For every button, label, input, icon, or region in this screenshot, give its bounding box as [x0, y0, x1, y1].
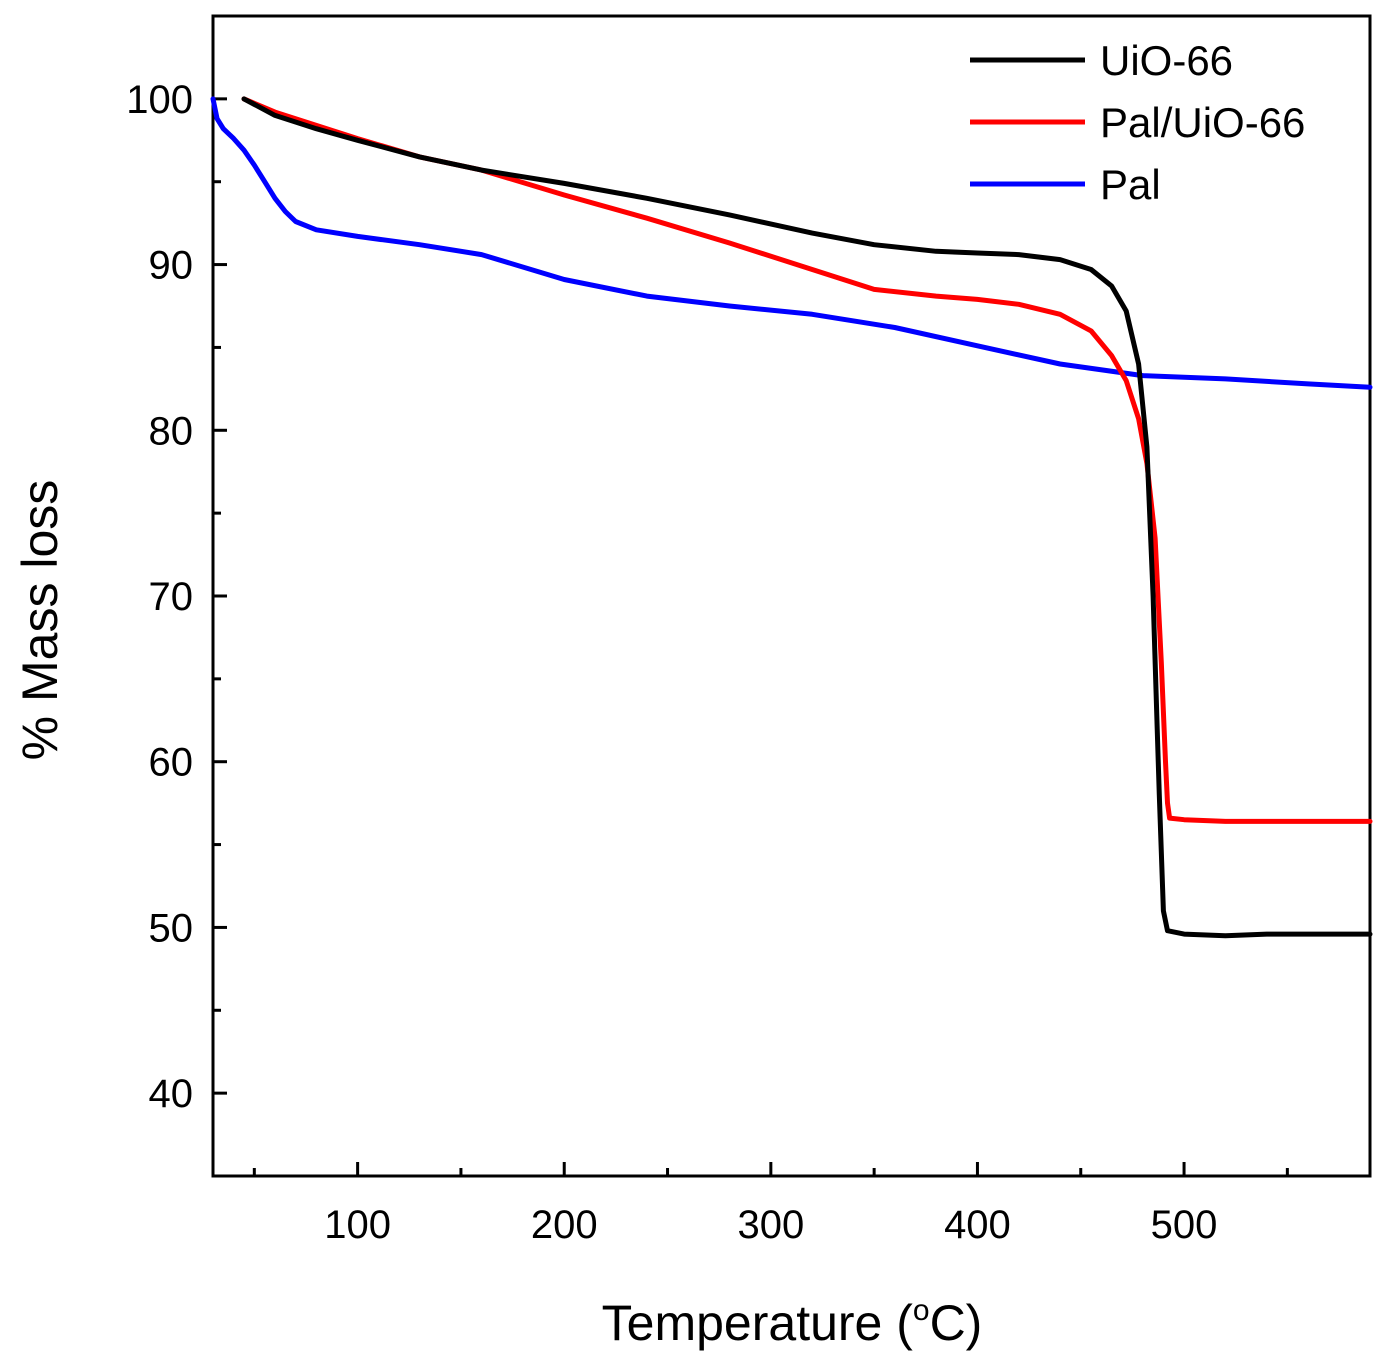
x-tick-label: 300: [737, 1203, 804, 1247]
legend-label: Pal/UiO-66: [1100, 99, 1305, 146]
series-group: [210, 96, 1373, 939]
x-axis-title: Temperature (oC): [602, 1294, 983, 1351]
y-tick-label: 100: [126, 78, 193, 122]
y-tick-label: 70: [149, 575, 194, 619]
y-tick-label: 50: [149, 906, 194, 950]
legend-label: Pal: [1100, 161, 1161, 208]
y-tick-label: 40: [149, 1072, 194, 1116]
y-axis-title: % Mass loss: [12, 480, 68, 761]
x-tick-label: 500: [1151, 1203, 1218, 1247]
series-line-pal-uio-66: [241, 96, 1373, 824]
plot-area: 100 200 300 400 500 40 50 60 70 80 90 100: [126, 14, 1373, 1247]
series-line-uio-66: [241, 96, 1373, 939]
x-tick-label: 200: [531, 1203, 598, 1247]
y-tick-label: 60: [149, 741, 194, 785]
y-tick-label: 90: [149, 244, 194, 288]
x-axis-title-text: Temperature (: [602, 1295, 914, 1351]
x-axis-title-unit: C): [930, 1295, 983, 1351]
x-axis-title-degree: o: [913, 1294, 930, 1327]
x-tick-label: 400: [944, 1203, 1011, 1247]
plot-frame: [211, 14, 1372, 1178]
x-tick-label: 100: [324, 1203, 391, 1247]
x-axis: 100 200 300 400 500: [252, 1162, 1289, 1247]
series-line-pal: [210, 96, 1373, 390]
y-axis: 40 50 60 70 80 90 100: [126, 78, 227, 1116]
legend: UiO-66 Pal/UiO-66 Pal: [970, 37, 1305, 208]
legend-label: UiO-66: [1100, 37, 1233, 84]
y-tick-label: 80: [149, 409, 194, 453]
